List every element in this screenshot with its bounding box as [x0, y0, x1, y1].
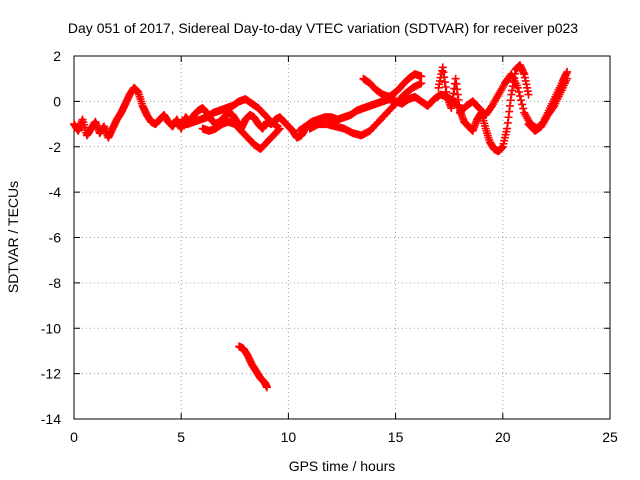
x-tick-label: 20: [495, 429, 511, 445]
series-track-c: [198, 117, 284, 154]
series-track-g: [434, 61, 533, 156]
y-tick-label: 2: [53, 48, 61, 64]
x-tick-label: 15: [388, 429, 404, 445]
data-point: [524, 90, 533, 99]
grid: [74, 56, 610, 419]
data-point: [417, 79, 426, 88]
chart-title: Day 051 of 2017, Sidereal Day-to-day VTE…: [68, 20, 578, 36]
y-tick-label: -14: [41, 411, 61, 427]
data-point: [513, 83, 522, 92]
data-point: [275, 124, 284, 133]
series-track-f: [359, 70, 426, 101]
data-point: [519, 104, 528, 113]
x-axis-label: GPS time / hours: [289, 458, 396, 474]
x-tick-label: 25: [602, 429, 618, 445]
data-point: [563, 67, 572, 76]
x-tick-label: 5: [177, 429, 185, 445]
data-point: [514, 87, 523, 96]
series-track-j: [235, 342, 271, 392]
series-track-e: [305, 79, 426, 140]
axis-ticks: 0 5 10 15 20 25 -14 -12 -10 -8 -6 -4 -2 0 2: [41, 48, 618, 445]
y-tick-label: -2: [49, 139, 62, 155]
y-tick-label: -8: [49, 275, 62, 291]
y-tick-label: -12: [41, 366, 61, 382]
y-tick-label: -6: [49, 230, 62, 246]
y-tick-label: 0: [53, 93, 61, 109]
y-axis-label: SDTVAR / TECUs: [5, 181, 21, 293]
data-point: [563, 74, 572, 83]
series-track-d: [295, 90, 464, 135]
series-track-i: [524, 74, 572, 135]
data-points: [70, 61, 572, 392]
series-track-b: [177, 95, 282, 131]
data-point: [515, 92, 524, 101]
data-point: [417, 72, 426, 81]
data-point: [274, 125, 283, 134]
x-tick-label: 10: [281, 429, 297, 445]
data-point: [262, 383, 271, 392]
y-tick-label: -4: [49, 184, 62, 200]
data-point: [518, 100, 527, 109]
x-tick-label: 0: [70, 429, 78, 445]
y-tick-label: -10: [41, 320, 61, 336]
data-point: [517, 96, 526, 105]
